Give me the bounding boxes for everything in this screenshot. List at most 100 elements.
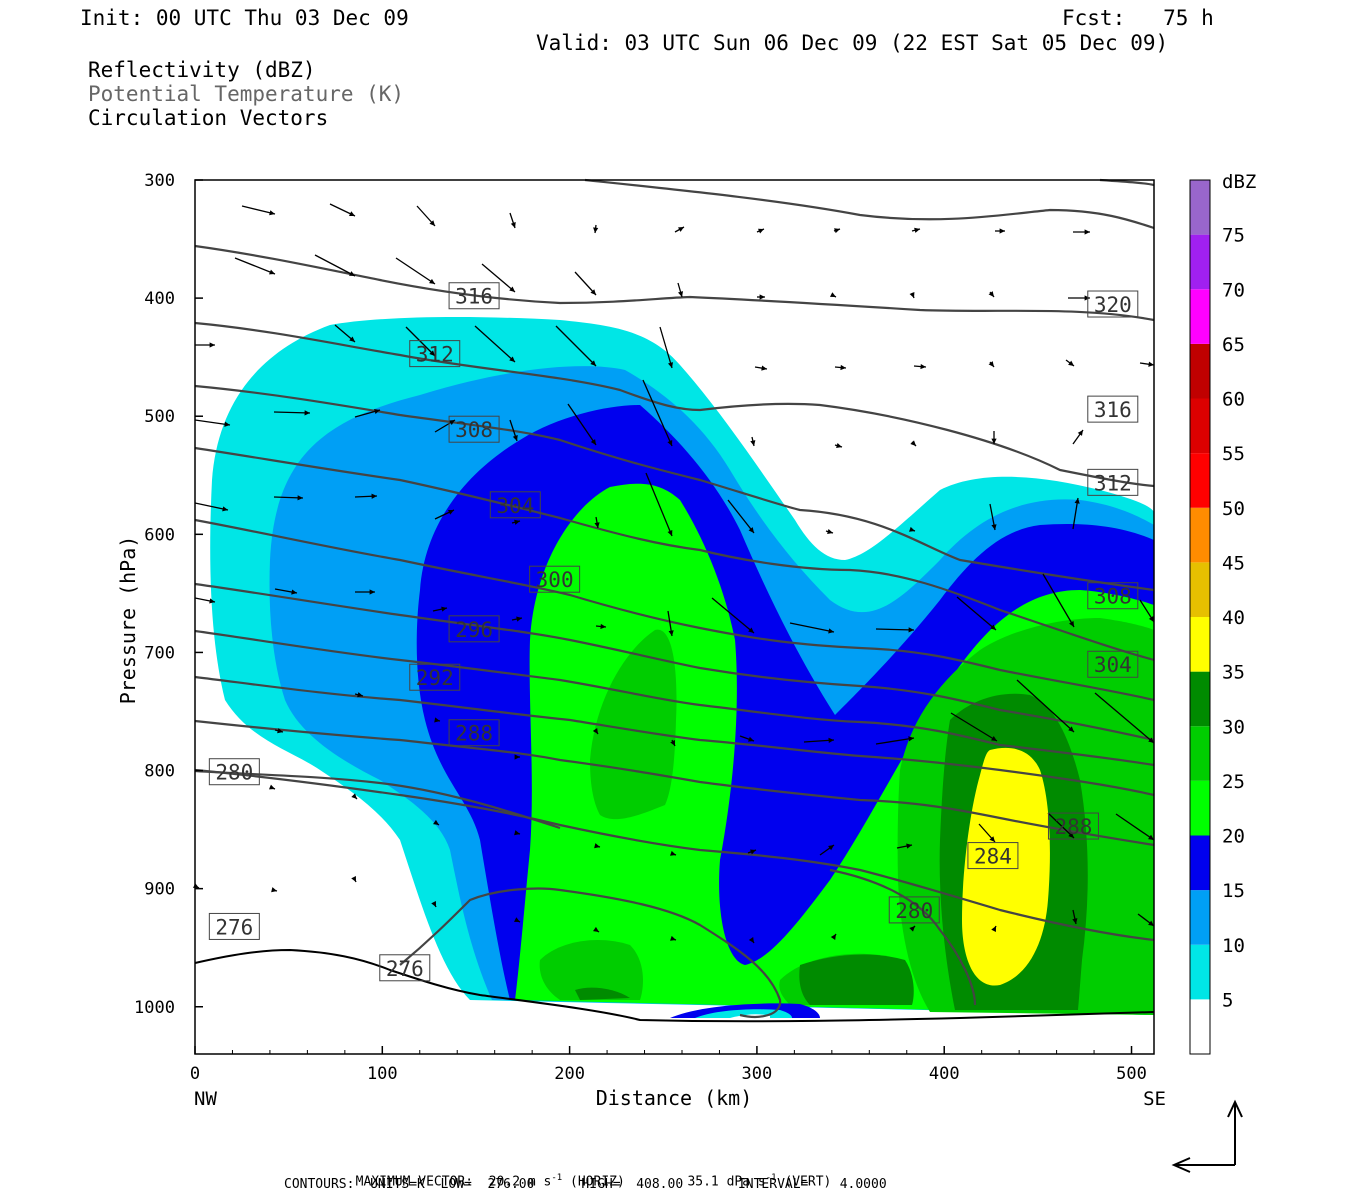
vector-arrow bbox=[351, 876, 357, 883]
vector-arrow bbox=[594, 516, 600, 529]
theta-label-text: 276 bbox=[215, 915, 253, 939]
vector-arrow bbox=[1073, 229, 1090, 235]
vector-arrow bbox=[834, 443, 843, 449]
colorbar-bin bbox=[1190, 617, 1210, 672]
vector-arrow bbox=[988, 291, 995, 298]
colorbar-tick-label: 20 bbox=[1222, 826, 1245, 848]
plot-frame bbox=[194, 179, 1155, 1055]
vector-arrow bbox=[757, 294, 765, 300]
theta-label-text: 280 bbox=[895, 899, 933, 923]
colorbar-bin bbox=[1190, 835, 1210, 891]
vector-arrow bbox=[574, 271, 597, 296]
vector-arrow bbox=[511, 616, 523, 622]
vector-arrow bbox=[991, 925, 997, 932]
colorbar-frame bbox=[1189, 179, 1211, 1055]
vector-arrow bbox=[659, 326, 673, 369]
vector-arrow bbox=[875, 736, 915, 745]
theta-label: 308 bbox=[1087, 582, 1139, 610]
x-left-end-label: NW bbox=[194, 1088, 217, 1110]
vector-arrow bbox=[351, 793, 358, 800]
vector-arrow bbox=[434, 717, 441, 723]
vector-arrow bbox=[592, 728, 599, 735]
theta-label: 276 bbox=[208, 912, 260, 940]
vector-arrow bbox=[474, 325, 516, 363]
vector-arrow bbox=[555, 325, 597, 367]
vector-arrow bbox=[667, 610, 674, 637]
colorbar-tick-label: 30 bbox=[1222, 716, 1245, 738]
reflectivity-fill bbox=[210, 317, 1155, 1018]
theta-label-text: 308 bbox=[1094, 585, 1132, 609]
colorbar-tick-label: 60 bbox=[1222, 389, 1245, 411]
theta-label: 292 bbox=[409, 663, 461, 691]
vector-arrow bbox=[819, 844, 835, 856]
init-time: Init: 00 UTC Thu 03 Dec 09 bbox=[80, 6, 409, 30]
x-axis-title: Distance (km) bbox=[596, 1086, 753, 1110]
vector-arrow bbox=[433, 819, 440, 826]
colorbar-tick-label: 50 bbox=[1222, 498, 1245, 520]
theta-label-text: 292 bbox=[416, 666, 454, 690]
theta-label-text: 300 bbox=[536, 568, 574, 592]
colorbar-bin bbox=[1190, 999, 1210, 1054]
y-axis-title: Pressure (hPa) bbox=[116, 536, 140, 705]
vector-arrow bbox=[354, 692, 364, 698]
theta-label-text: 316 bbox=[1094, 398, 1132, 422]
vector-arrow bbox=[593, 224, 599, 234]
vector-arrow bbox=[739, 735, 755, 742]
theta-label-text: 320 bbox=[1094, 293, 1132, 317]
circulation-vectors bbox=[193, 203, 1155, 944]
vector-arrow bbox=[1047, 812, 1075, 839]
vector-arrow bbox=[670, 739, 676, 747]
vector-arrow bbox=[314, 254, 356, 277]
colorbar-tick-label: 65 bbox=[1222, 334, 1245, 356]
vector-arrow bbox=[194, 502, 229, 512]
vector-arrow bbox=[593, 926, 600, 933]
vector-arrow bbox=[1137, 913, 1155, 927]
vector-arrow bbox=[1115, 813, 1155, 841]
colorbar-bin bbox=[1190, 453, 1210, 508]
vector-arrow bbox=[711, 597, 755, 634]
vector-arrow bbox=[1072, 429, 1084, 445]
theta-label: 280 bbox=[208, 758, 260, 786]
y-tick-label: 900 bbox=[144, 880, 175, 900]
y-tick-label: 300 bbox=[144, 171, 175, 191]
vector-arrow bbox=[241, 205, 276, 216]
colorbar-bin bbox=[1190, 343, 1210, 399]
x-tick-label: 400 bbox=[929, 1064, 960, 1084]
vector-arrow bbox=[754, 365, 768, 371]
colorbar-bin bbox=[1190, 398, 1210, 454]
theta-label: 312 bbox=[409, 340, 461, 368]
x-tick-label: 100 bbox=[367, 1064, 398, 1084]
vector-arrow bbox=[269, 784, 276, 790]
theta-label: 304 bbox=[1087, 650, 1139, 678]
colorbar-bin bbox=[1190, 180, 1210, 235]
vector-arrow bbox=[234, 257, 276, 275]
vector-arrow bbox=[1042, 573, 1075, 628]
vector-arrow bbox=[481, 263, 516, 293]
horiz-exponent: -1 bbox=[551, 1173, 563, 1183]
vector-arrow bbox=[674, 226, 685, 233]
vector-arrow bbox=[354, 408, 381, 418]
theta-label: 316 bbox=[448, 282, 500, 310]
vector-arrow bbox=[748, 937, 755, 944]
colorbar-tick-label: 45 bbox=[1222, 552, 1245, 574]
colorbar-tick-label: 40 bbox=[1222, 607, 1245, 629]
contour-info: CONTOURS: UNITS=K LOW= 276.00 HIGH= 408.… bbox=[284, 1177, 887, 1192]
y-tick-label: 700 bbox=[144, 643, 175, 663]
vector-arrow bbox=[896, 843, 913, 849]
theta-label: 300 bbox=[529, 565, 581, 593]
vector-arrow bbox=[514, 754, 520, 760]
valid-time: Valid: 03 UTC Sun 06 Dec 09 (22 EST Sat … bbox=[536, 31, 1169, 55]
theta-label: 284 bbox=[967, 842, 1019, 870]
theta-label: 296 bbox=[448, 615, 500, 643]
colorbar-bin bbox=[1190, 890, 1210, 945]
theta-label-text: 296 bbox=[455, 618, 493, 642]
x-tick-label: 300 bbox=[742, 1064, 773, 1084]
theta-label: 304 bbox=[489, 491, 541, 519]
theta-label-text: 284 bbox=[974, 845, 1012, 869]
theta-label-text: 304 bbox=[1094, 653, 1132, 677]
colorbar-bin bbox=[1190, 671, 1210, 727]
vector-arrow bbox=[355, 589, 375, 595]
vector-arrow bbox=[988, 361, 995, 368]
vector-arrow bbox=[909, 526, 916, 532]
vector-arrow bbox=[989, 503, 997, 531]
